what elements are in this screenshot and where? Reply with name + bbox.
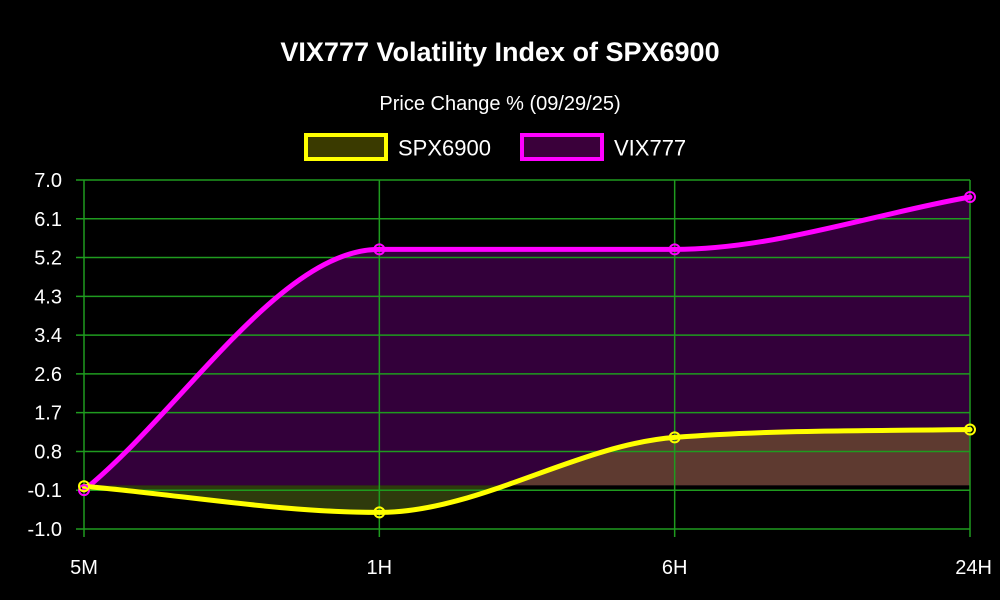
data-point-spx6900[interactable] <box>668 431 681 444</box>
legend-swatch-vix777 <box>520 133 604 161</box>
x-tick-label: 24H <box>955 557 992 579</box>
series-line-spx6900 <box>81 427 973 515</box>
y-tick-label: 5.2 <box>34 248 62 270</box>
data-point-vix777[interactable] <box>373 243 386 256</box>
y-tick-label: 3.4 <box>34 325 62 347</box>
y-tick-label: 0.8 <box>34 441 62 463</box>
y-tick-label: 2.6 <box>34 364 62 386</box>
y-tick-label: 1.7 <box>34 403 62 425</box>
y-tick-label: 6.1 <box>34 209 62 231</box>
data-point-spx6900[interactable] <box>373 506 386 519</box>
y-tick-label: -1.0 <box>28 519 62 541</box>
legend-label-spx6900: SPX6900 <box>398 136 491 161</box>
area-fill-vix777 <box>84 197 970 491</box>
area-fill-spx6900-negative <box>84 485 970 513</box>
y-tick-label: 4.3 <box>34 286 62 308</box>
y-tick-label: -0.1 <box>28 480 62 502</box>
data-point-spx6900[interactable] <box>78 480 90 493</box>
data-point-vix777[interactable] <box>964 191 976 204</box>
x-tick-label: 6H <box>662 557 688 579</box>
legend-swatch-spx6900 <box>304 133 388 161</box>
legend: SPX6900 VIX777 <box>304 133 686 161</box>
plot-area: 7.0 6.1 5.2 4.3 3.4 2.6 1.7 0.8 -0.1 -1.0 5M 1H 6H 2… <box>28 170 992 579</box>
data-point-vix777[interactable] <box>668 243 681 256</box>
area-fill-spx6900-positive <box>84 429 970 486</box>
y-tick-label: 7.0 <box>34 170 62 192</box>
chart-subtitle: Price Change % (09/29/25) <box>379 93 620 115</box>
data-point-vix777[interactable] <box>78 484 90 497</box>
x-tick-label: 1H <box>367 557 393 579</box>
legend-label-vix777: VIX777 <box>614 136 686 161</box>
series-line-vix777 <box>81 194 973 493</box>
chart-title: VIX777 Volatility Index of SPX6900 <box>280 37 719 67</box>
x-tick-label: 5M <box>70 557 98 579</box>
data-point-spx6900[interactable] <box>964 423 976 436</box>
